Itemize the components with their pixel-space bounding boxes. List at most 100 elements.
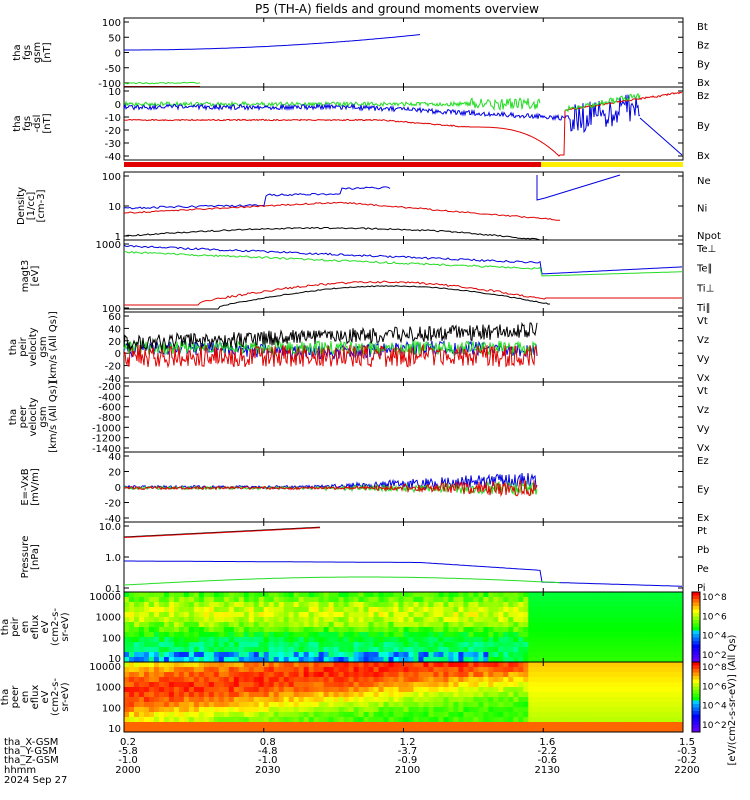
spectrogram-cell [488,647,494,653]
spectrogram-cell [333,637,340,643]
spectrogram-cell [393,612,400,618]
spectrogram-cell [298,707,305,713]
ylabel-line: [1/cc] [26,192,37,221]
spectrogram-cell [548,657,554,663]
spectrogram-cell [273,722,280,728]
spectrogram [124,662,684,733]
spectrogram-cell [468,637,474,643]
spectrogram-cell [463,677,469,683]
spectrogram-cell [593,637,599,643]
spectrogram-cell [468,722,474,728]
spectrogram-cell [488,687,494,693]
spectrogram-cell [198,727,205,733]
spectrogram-cell [508,637,514,643]
spectrogram-cell [638,712,644,718]
spectrogram-cell [133,687,140,693]
spectrogram-cell [593,717,599,723]
spectrogram-cell [633,597,639,603]
spectrogram-cell [298,597,305,603]
spectrogram-cell [668,657,674,663]
spectrogram-cell [568,702,574,708]
spectrogram-cell [353,727,360,733]
spectrogram-cell [168,682,175,688]
spectrogram-cell [213,667,220,673]
spectrogram-cell [198,607,205,613]
spectrogram-cell [398,592,404,598]
spectrogram-cell [573,627,579,633]
spectrogram-cell [528,642,534,648]
spectrogram-cell [358,702,365,708]
spectrogram-cell [168,662,175,668]
spectrogram-cell [228,617,235,623]
spectrogram-cell [323,722,330,728]
spectrogram-cell [368,602,375,608]
spectrogram-cell [493,667,499,673]
panel-10: tha peer en eflux eV (cm2-s-sr-eV)10000100010… [0,661,727,735]
spectrogram-cell [653,617,659,623]
spectrogram-cell [138,642,145,648]
spectrogram-cell [438,717,444,723]
spectrogram-cell [148,682,155,688]
spectrogram-cell [458,642,464,648]
spectrogram-cell [603,627,609,633]
spectrogram-cell [303,617,310,623]
spectrogram-cell [613,692,619,698]
spectrogram-cell [423,652,429,658]
spectrogram-cell [678,662,684,668]
spectrogram-cell [448,647,454,653]
spectrogram-cell [313,712,320,718]
spectrogram-cell [623,637,629,643]
spectrogram-cell [298,682,305,688]
spectrogram-cell [253,707,260,713]
spectrogram-cell [473,597,479,603]
spectrogram-cell [128,637,135,643]
spectrogram-cell [288,632,295,638]
spectrogram-cell [343,727,350,733]
spectrogram-cell [368,672,375,678]
spectrogram-cell [508,617,514,623]
spectrogram-cell [398,727,404,733]
spectrogram-cell [273,667,280,673]
spectrogram-cell [248,602,255,608]
spectrogram-cell [638,602,644,608]
spectrogram-cell [348,607,355,613]
spectrogram-cell [498,682,504,688]
spectrogram-cell [638,657,644,663]
spectrogram-cell [153,667,160,673]
spectrogram-cell [498,657,504,663]
spectrogram-cell [138,682,145,688]
spectrogram-cell [623,612,629,618]
spectrogram-cell [153,662,160,668]
spectrogram-cell [653,687,659,693]
spectrogram-cell [373,632,380,638]
spectrogram-cell [493,682,499,688]
spectrogram-cell [658,622,664,628]
spectrogram-cell [423,727,429,733]
spectrogram-cell [273,612,280,618]
spectrogram-cell [508,667,514,673]
spectrogram-cell [353,682,360,688]
spectrogram-cell [463,612,469,618]
spectrogram-cell [193,637,200,643]
spectrogram-cell [623,652,629,658]
spectrogram-cell [218,637,225,643]
spectrogram-cell [668,637,674,643]
spectrogram-cell [508,687,514,693]
spectrogram-cell [448,597,454,603]
spectrogram-cell [328,637,335,643]
spectrogram-cell [348,612,355,618]
spectrogram-cell [398,617,404,623]
spectrogram-cell [188,702,195,708]
spectrogram-cell [223,662,230,668]
spectrogram-cell [128,652,135,658]
spectrogram-cell [298,702,305,708]
spectrogram-cell [678,602,684,608]
spectrogram-cell [308,682,315,688]
spectrogram-cell [278,712,285,718]
spectrogram-cell [468,727,474,733]
spectrogram-cell [468,622,474,628]
spectrogram-cell [183,592,190,598]
spectrogram-cell [533,662,539,668]
spectrogram-cell [518,642,524,648]
spectrogram-cell [548,712,554,718]
